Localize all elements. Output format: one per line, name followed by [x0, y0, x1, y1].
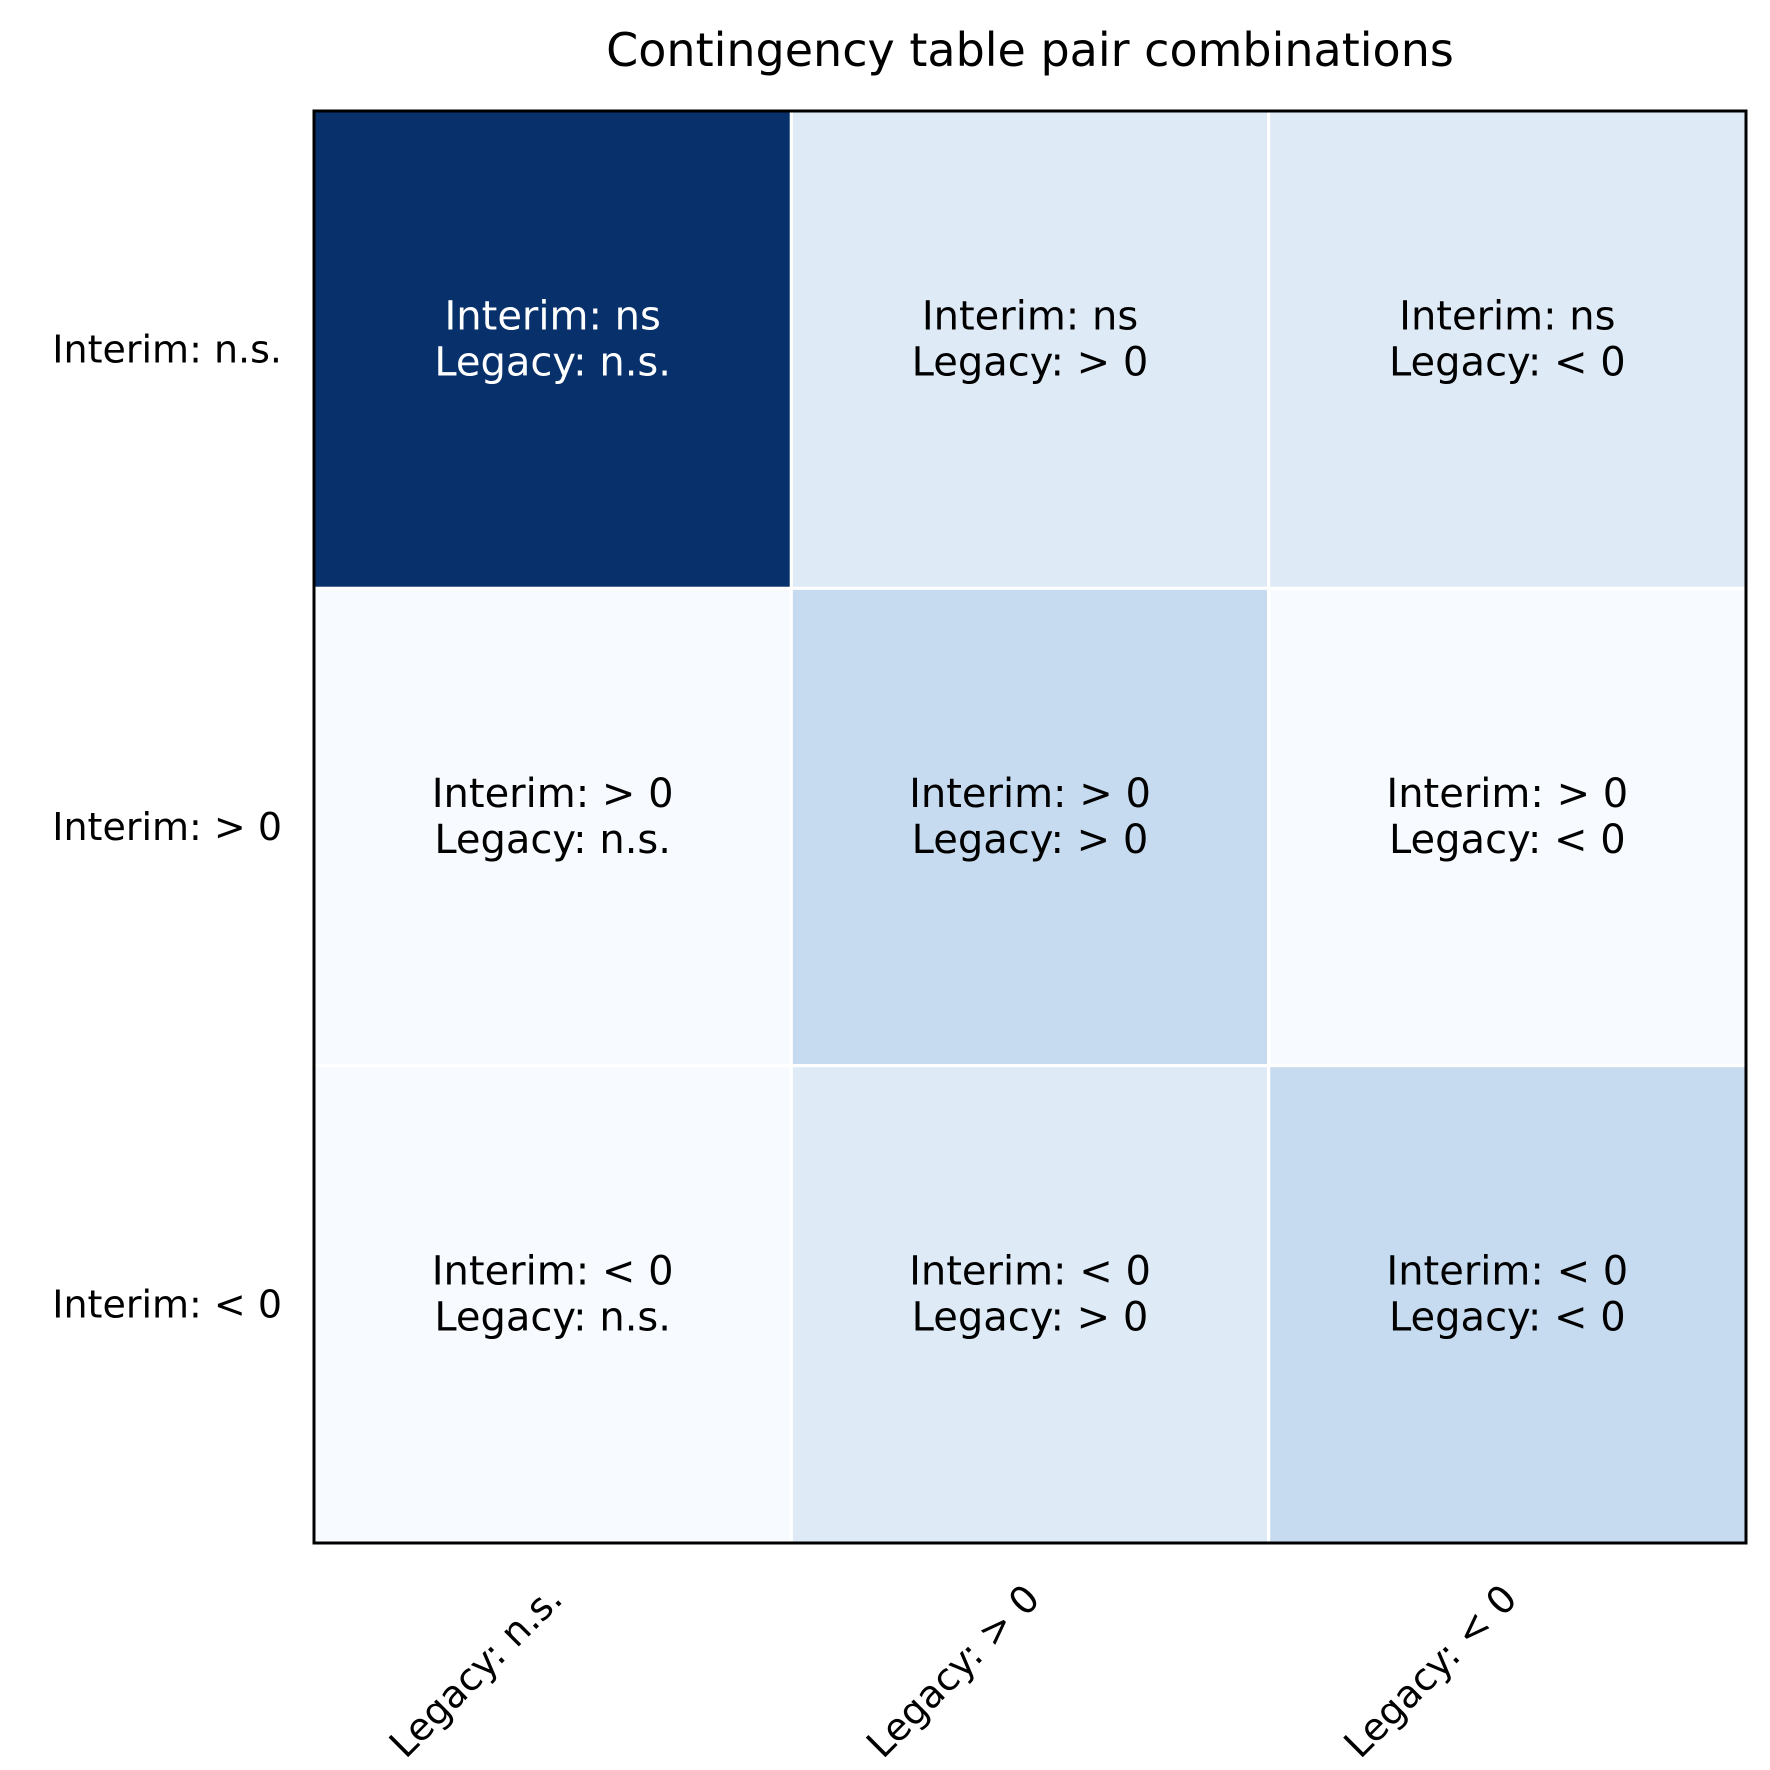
x-tick-label: Legacy: < 0	[1335, 1576, 1525, 1766]
plot-frame	[312, 109, 1748, 1545]
y-tick-label: Interim: < 0	[52, 1282, 282, 1326]
cell-label: Interim: ns	[444, 294, 660, 340]
cell-label: Legacy: > 0	[912, 1294, 1149, 1340]
cell-label: Interim: > 0	[1386, 771, 1628, 817]
heatmap-cell	[312, 1064, 793, 1545]
cell-label: Interim: < 0	[909, 1248, 1151, 1294]
y-axis-tick-labels: Interim: n.s. Interim: > 0 Interim: < 0	[52, 328, 282, 1327]
chart-title: Contingency table pair combinations	[606, 23, 1454, 77]
heatmap-cell	[789, 1064, 1271, 1545]
cell-label: Interim: > 0	[432, 771, 674, 817]
x-tick-label: Legacy: n.s.	[381, 1576, 571, 1766]
cell-label: Legacy: > 0	[912, 817, 1149, 863]
cell-label: Interim: ns	[1399, 294, 1615, 340]
cell-label: Legacy: n.s.	[434, 340, 671, 386]
x-tick-label: Legacy: > 0	[858, 1576, 1048, 1766]
heatmap-cell	[312, 109, 793, 590]
x-axis-tick-labels: Legacy: n.s. Legacy: > 0 Legacy: < 0	[381, 1576, 1526, 1766]
cell-label: Legacy: n.s.	[434, 817, 671, 863]
heatmap-cell	[312, 586, 793, 1068]
y-tick-label: Interim: > 0	[52, 805, 282, 849]
heatmap-cell	[789, 586, 1271, 1068]
cell-label: Legacy: n.s.	[434, 1294, 671, 1340]
cell-label: Legacy: > 0	[912, 340, 1149, 386]
heatmap-cells	[312, 109, 1748, 1545]
cell-label: Legacy: < 0	[1389, 340, 1626, 386]
heatmap-cell	[1267, 586, 1748, 1068]
cell-label: Interim: > 0	[909, 771, 1151, 817]
cell-label: Interim: < 0	[432, 1248, 674, 1294]
cell-label: Interim: < 0	[1386, 1248, 1628, 1294]
cell-label: Interim: ns	[922, 294, 1138, 340]
cell-label: Legacy: < 0	[1389, 1294, 1626, 1340]
cell-label: Legacy: < 0	[1389, 817, 1626, 863]
heatmap-cell	[789, 109, 1271, 590]
y-tick-label: Interim: n.s.	[52, 328, 282, 372]
